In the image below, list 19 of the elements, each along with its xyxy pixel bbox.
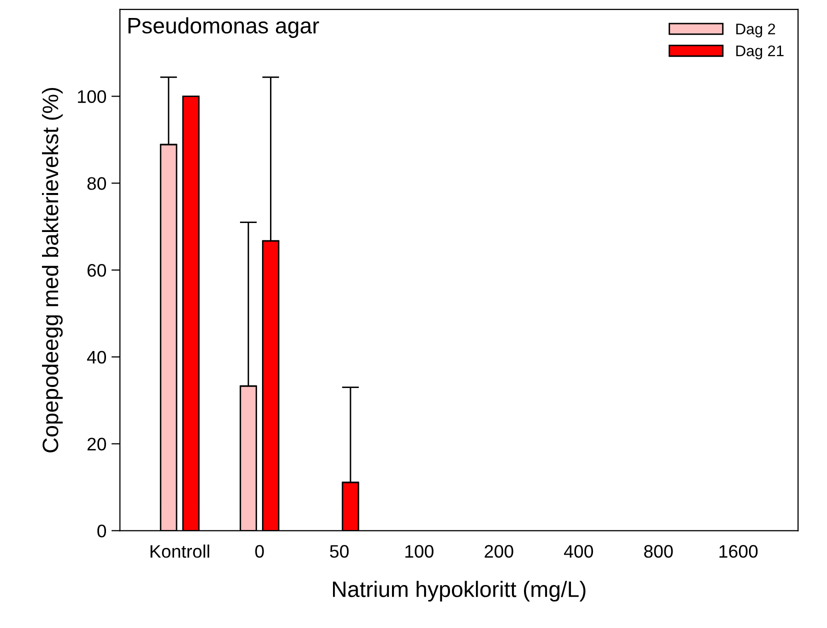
y-tick-label: 20 (88, 438, 106, 451)
y-axis-title: Copepodeegg med bakterievekst (%) (42, 88, 63, 452)
x-tick-label: 1600 (720, 545, 758, 558)
y-tick-label: 80 (87, 177, 106, 190)
x-axis-title: Natrium hypokloritt (mg/L) (333, 580, 586, 602)
y-tick-label: 60 (88, 264, 106, 277)
x-tick-label: 400 (564, 545, 594, 558)
chart-title: Pseudomonas agar (128, 17, 320, 38)
y-tick-label: 0 (97, 524, 106, 538)
y-tick-label: 40 (87, 350, 106, 364)
x-tick-label: 800 (644, 545, 673, 558)
legend-label: Dag 21 (736, 45, 784, 60)
x-tick-label: Kontroll (150, 544, 210, 558)
legend-label: Dag 2 (736, 24, 776, 38)
x-tick-label: 200 (484, 545, 514, 558)
x-tick-label: 0 (255, 545, 264, 558)
y-tick-label: 100 (78, 90, 106, 104)
x-tick-label: 50 (330, 545, 349, 558)
x-tick-label: 100 (405, 545, 434, 558)
